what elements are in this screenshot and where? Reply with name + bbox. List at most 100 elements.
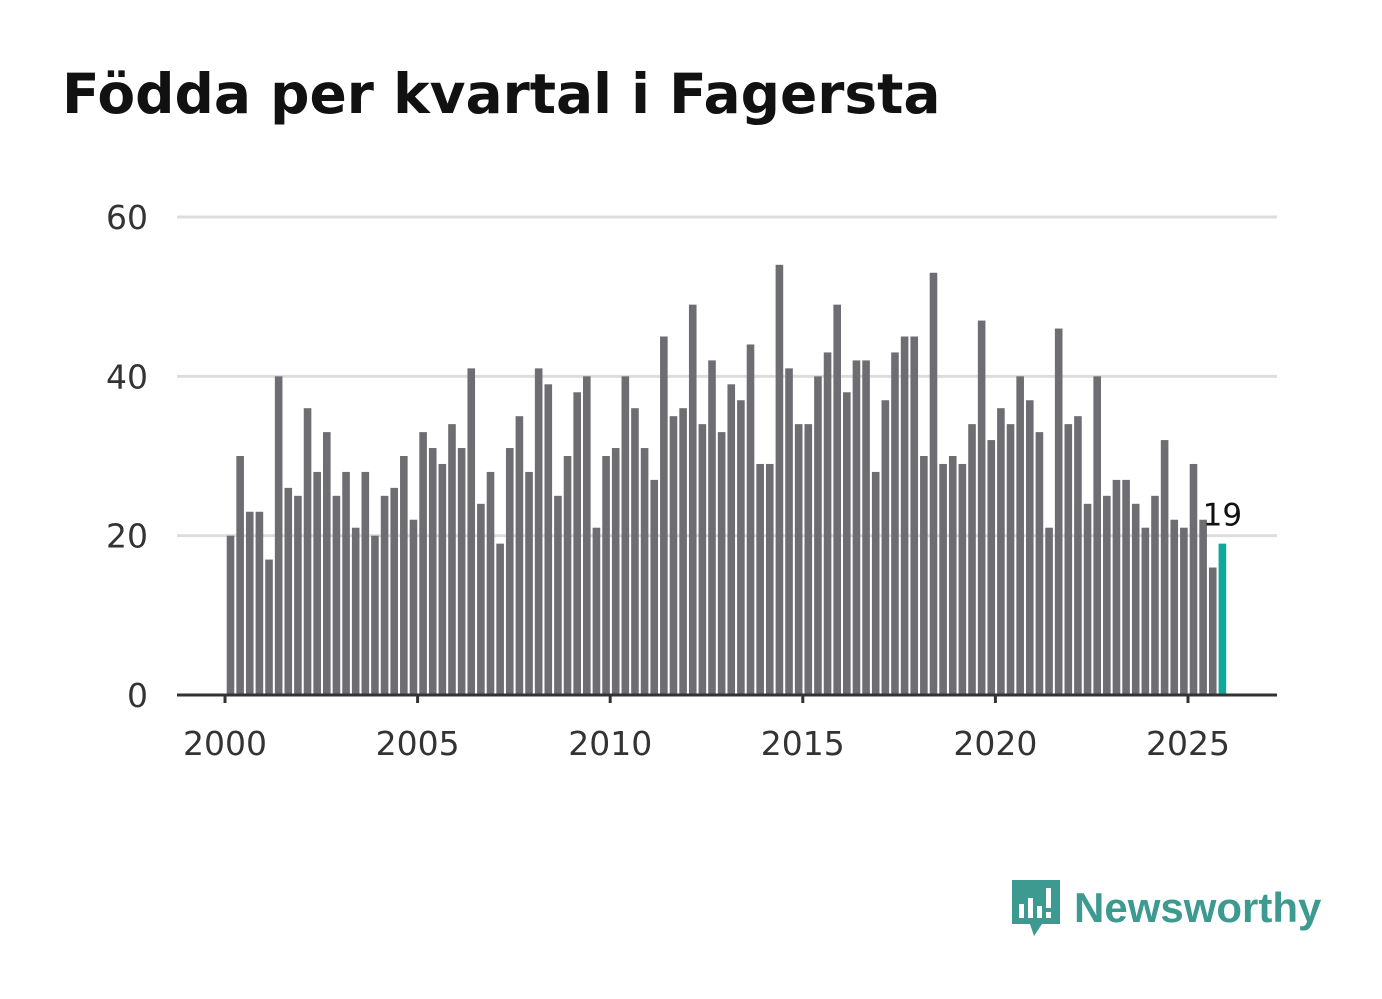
newsworthy-logo: Newsworthy: [1010, 878, 1321, 938]
bar: [274, 376, 283, 695]
bar: [1103, 495, 1111, 695]
bar: [881, 400, 890, 695]
bar: [313, 471, 321, 695]
bar: [505, 448, 514, 695]
newsworthy-logo-icon: [1012, 880, 1060, 936]
bar: [891, 352, 899, 695]
bar: [621, 376, 630, 695]
bar: [660, 336, 668, 695]
bar: [457, 448, 466, 695]
bar: [746, 344, 755, 695]
bar: [968, 424, 976, 695]
bar: [400, 456, 408, 695]
bar: [294, 495, 302, 695]
bar: [765, 463, 774, 695]
bar: [910, 336, 919, 695]
chart-title: Födda per kvartal i Fagersta: [62, 62, 941, 126]
bar: [332, 495, 341, 695]
bar: [1180, 527, 1188, 695]
bar: [1170, 519, 1179, 695]
bar: [698, 424, 707, 695]
bar: [226, 535, 235, 695]
bar: [1016, 376, 1024, 695]
bar: [1054, 328, 1063, 695]
y-tick-label: 60: [106, 198, 148, 237]
bar: [284, 487, 293, 695]
bar: [640, 448, 649, 695]
bar: [515, 416, 524, 695]
bar: [428, 448, 437, 695]
bar: [1141, 527, 1150, 695]
data-label: 19: [1203, 498, 1242, 534]
bar: [573, 392, 581, 695]
bar: [929, 272, 938, 695]
bar: [631, 408, 639, 695]
bar: [688, 304, 697, 695]
bar: [467, 368, 476, 695]
bar: [1093, 376, 1101, 695]
bar: [563, 456, 572, 695]
bar: [871, 471, 880, 695]
bar: [303, 408, 312, 695]
bar: [255, 511, 264, 695]
bar: [1189, 463, 1198, 695]
bar: [987, 440, 996, 695]
bar: [997, 408, 1005, 695]
bar: [236, 456, 244, 695]
bar: [794, 424, 803, 695]
bar: [1074, 416, 1082, 695]
bar: [717, 432, 726, 695]
bar: [1064, 424, 1073, 695]
bar: [544, 384, 553, 695]
x-tick-label: 2000: [183, 724, 267, 763]
bar: [1208, 567, 1217, 695]
bar: [1083, 503, 1092, 695]
bar: [448, 424, 456, 695]
x-tick-label: 2015: [761, 724, 845, 763]
bar: [804, 424, 813, 695]
bar: [438, 463, 447, 695]
bar: [756, 463, 764, 695]
bar: [1151, 495, 1159, 695]
bar: [525, 471, 533, 695]
y-tick-label: 40: [106, 357, 148, 396]
bar: [1006, 424, 1015, 695]
bar: [371, 535, 379, 695]
bar: [1112, 479, 1121, 695]
y-tick-label: 0: [127, 676, 148, 715]
bar: [592, 527, 601, 695]
bar: [1131, 503, 1140, 695]
bar: [669, 416, 678, 695]
bar: [390, 487, 399, 695]
bar: [583, 376, 591, 695]
bar: [679, 408, 687, 695]
x-tick-label: 2010: [568, 724, 652, 763]
bar: [939, 463, 947, 695]
bar: [361, 471, 370, 695]
bar: [534, 368, 543, 695]
bar: [477, 503, 485, 695]
bar: [602, 456, 610, 695]
bar: [920, 456, 928, 695]
bar: [1025, 400, 1034, 695]
bar: [977, 320, 986, 695]
bar: [611, 448, 620, 695]
bar: [823, 352, 832, 695]
x-tick-label: 2005: [376, 724, 460, 763]
bar: [708, 360, 716, 695]
x-tick-label: 2025: [1146, 724, 1230, 763]
bar: [900, 336, 909, 695]
bar: [486, 471, 495, 695]
bar: [1122, 479, 1130, 695]
bar: [1160, 440, 1169, 695]
bar: [833, 304, 841, 695]
bar: [1199, 519, 1207, 695]
bar: [554, 495, 562, 695]
bar: [814, 376, 822, 695]
bar: [948, 456, 957, 695]
bar: [785, 368, 793, 695]
bar: [958, 463, 967, 695]
bar: [843, 392, 851, 695]
bar: [650, 479, 659, 695]
bar: [727, 384, 736, 695]
